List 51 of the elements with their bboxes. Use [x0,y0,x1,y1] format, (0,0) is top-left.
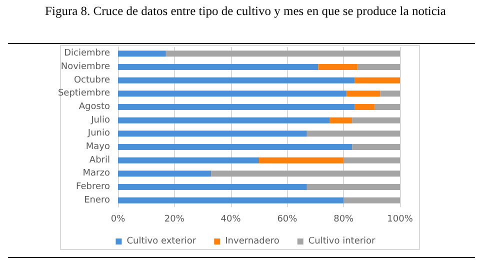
y-tick-label: Agosto [78,102,110,112]
bar [211,170,400,177]
bar [118,104,355,110]
y-tick-label: Julio [90,115,110,126]
bar [118,77,355,84]
y-tick-label: Noviembre [60,62,110,72]
bar [380,90,400,97]
bar [118,90,346,97]
y-tick-label: Febrero [76,182,110,192]
bar [166,50,400,57]
y-tick-label: Diciembre [64,48,110,59]
bar [346,90,380,97]
bar [344,157,400,164]
legend-label: Cultivo exterior [126,236,196,246]
y-tick-label: Octubre [74,75,110,86]
bar [330,117,352,124]
x-tick-label: 40% [220,214,242,224]
x-tick-label: 100% [387,214,414,224]
bar [358,64,400,70]
legend-label: Invernadero [225,236,280,246]
x-tick-label: 60% [277,214,298,224]
y-tick-label: Enero [84,195,110,206]
bar [118,170,212,177]
y-tick-label: Mayo [86,142,110,152]
bar [344,197,400,204]
bar [318,64,358,70]
x-tick-label: 80% [334,214,354,224]
bar [118,197,344,204]
bar [118,64,318,70]
bar [306,184,400,190]
bar [352,144,400,150]
bar [354,104,375,110]
bar [259,157,344,164]
bar [352,117,400,124]
y-tick-label: Junio [86,128,110,139]
bar [118,130,307,137]
bar [118,184,307,190]
bar [374,104,400,110]
bar [118,117,330,124]
y-tick-label: Abril [89,155,110,166]
x-tick-label: 0% [110,214,126,224]
bar [354,77,400,84]
y-tick-label: Septiembre [58,88,110,99]
x-tick-label: 20% [164,214,185,224]
bar [118,144,352,150]
legend-label: Cultivo interior [308,236,376,246]
chart-title: Figura 8. Cruce de datos entre tipo de cultivo y mes en que se produce la noticia [44,4,447,19]
y-tick-label: Marzo [82,168,110,179]
bar [118,157,259,164]
bar [306,130,400,137]
bar [118,50,166,57]
